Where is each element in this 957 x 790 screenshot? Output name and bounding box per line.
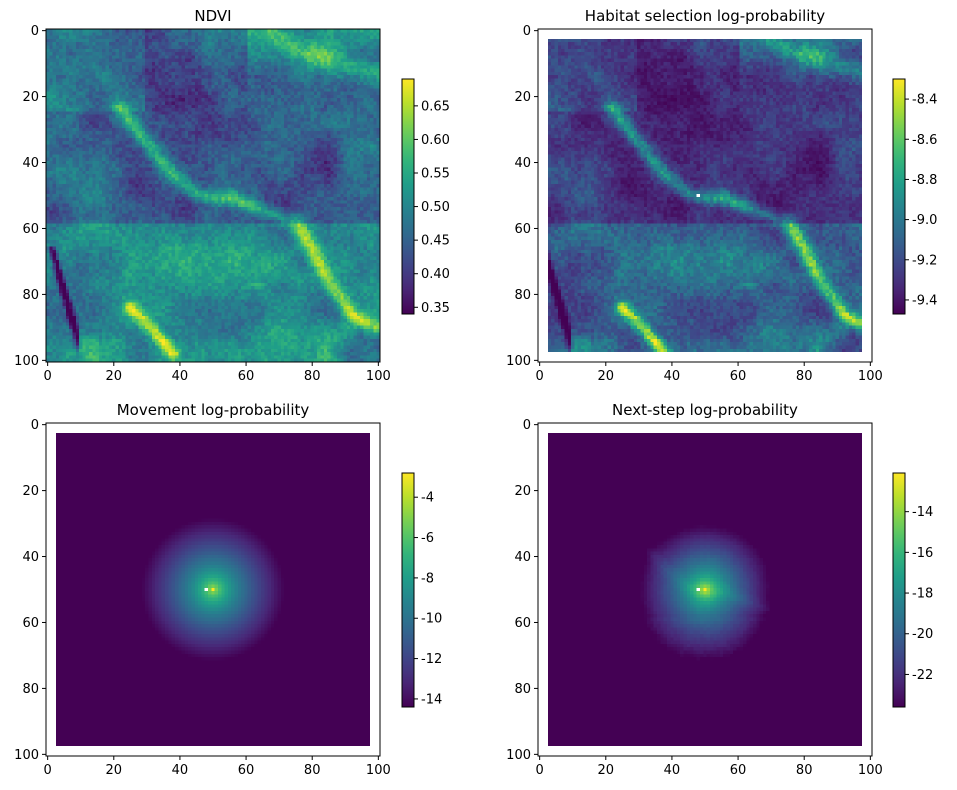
x-tick-label: 0 xyxy=(44,369,52,384)
y-tick-label: 0 xyxy=(31,24,39,39)
colorbar-tick-label: -20 xyxy=(912,627,933,642)
colorbar-tick-label: 0.35 xyxy=(421,301,450,316)
x-tick-label: 80 xyxy=(796,369,813,384)
x-tick-label: 20 xyxy=(598,369,615,384)
x-tick-label: 60 xyxy=(238,763,255,778)
x-tick-label: 80 xyxy=(304,763,321,778)
y-tick-label: 60 xyxy=(514,222,531,237)
panel-2: Habitat selection log-probability 0 20 40 60… xyxy=(506,7,937,384)
colorbar-tick-label: 0.50 xyxy=(421,200,450,215)
x-tick-label: 60 xyxy=(730,369,747,384)
axes-frame xyxy=(537,422,873,757)
x-tick-label: 100 xyxy=(858,369,883,384)
colorbar-tick-label: 0.65 xyxy=(421,99,450,114)
panel-1: NDVI 0 20 40 60 80 100 0 20 40 60 80 100 0.35 0.40 0.45… xyxy=(14,7,450,384)
x-tick-label: 60 xyxy=(730,763,747,778)
colorbar xyxy=(402,473,414,707)
x-tick-label: 40 xyxy=(664,369,681,384)
y-tick-label: 20 xyxy=(22,484,39,499)
x-tick-label: 100 xyxy=(858,763,883,778)
colorbar-tick-label: 0.55 xyxy=(421,167,450,182)
panel-4: Next-step log-probability 0 20 40 60 80 100 0 20… xyxy=(506,401,933,778)
y-tick-label: 100 xyxy=(14,748,39,763)
y-tick-label: 80 xyxy=(22,288,39,303)
colorbar-tick-label: -9.2 xyxy=(912,253,937,268)
y-tick-label: 80 xyxy=(22,682,39,697)
heatmap-image xyxy=(538,423,872,756)
y-tick-label: 20 xyxy=(514,90,531,105)
heatmap-image xyxy=(538,29,872,362)
colorbar-tick-label: -12 xyxy=(421,652,442,667)
colorbar xyxy=(402,79,414,314)
colorbar-tick-label: -8.8 xyxy=(912,173,937,188)
x-tick-label: 0 xyxy=(44,763,52,778)
y-tick-label: 100 xyxy=(506,748,531,763)
x-tick-label: 20 xyxy=(598,763,615,778)
colorbar-tick-label: -9.4 xyxy=(912,293,937,308)
y-tick-label: 40 xyxy=(22,550,39,565)
colorbar xyxy=(893,79,905,314)
y-tick-label: 0 xyxy=(523,418,531,433)
colorbar-tick-label: -8.4 xyxy=(912,93,937,108)
colorbar-tick-label: -22 xyxy=(912,668,933,683)
panel-title: NDVI xyxy=(194,7,231,25)
panel-title: Next-step log-probability xyxy=(612,401,798,419)
colorbar-tick-label: -4 xyxy=(421,491,434,506)
y-tick-label: 60 xyxy=(514,616,531,631)
colorbar-tick-label: -16 xyxy=(912,546,933,561)
y-tick-label: 60 xyxy=(22,616,39,631)
colorbar-frame xyxy=(401,78,415,315)
colorbar-frame xyxy=(892,78,906,315)
x-tick-label: 60 xyxy=(238,369,255,384)
x-tick-label: 40 xyxy=(664,763,681,778)
panel-title: Habitat selection log-probability xyxy=(585,7,826,25)
axes-frame xyxy=(45,28,381,363)
y-tick-label: 20 xyxy=(514,484,531,499)
x-tick-label: 20 xyxy=(106,763,123,778)
x-tick-label: 0 xyxy=(536,763,544,778)
colorbar xyxy=(893,473,905,707)
x-tick-label: 40 xyxy=(172,369,189,384)
panel-title: Movement log-probability xyxy=(117,401,310,419)
colorbar-frame xyxy=(401,472,415,708)
heatmap-image xyxy=(46,423,380,756)
colorbar-tick-label: -6 xyxy=(421,531,434,546)
colorbar-tick-label: -18 xyxy=(912,587,933,602)
x-tick-label: 80 xyxy=(796,763,813,778)
x-tick-label: 0 xyxy=(536,369,544,384)
panel-3: Movement log-probability 0 20 40 60 80 100 0 20 4… xyxy=(14,401,442,778)
x-tick-label: 100 xyxy=(366,763,391,778)
y-tick-label: 60 xyxy=(22,222,39,237)
x-tick-label: 40 xyxy=(172,763,189,778)
y-tick-label: 80 xyxy=(514,288,531,303)
axes-frame xyxy=(537,28,873,363)
colorbar-tick-label: 0.45 xyxy=(421,234,450,249)
colorbar-tick-label: -8.6 xyxy=(912,133,937,148)
colorbar-frame xyxy=(892,472,906,708)
colorbar-tick-label: 0.60 xyxy=(421,133,450,148)
colorbar-tick-label: -14 xyxy=(421,692,442,707)
y-tick-label: 80 xyxy=(514,682,531,697)
x-tick-label: 20 xyxy=(106,369,123,384)
colorbar-tick-label: 0.40 xyxy=(421,267,450,282)
colorbar-tick-label: -10 xyxy=(421,612,442,627)
colorbar-tick-label: -14 xyxy=(912,505,933,520)
y-tick-label: 0 xyxy=(523,24,531,39)
y-tick-label: 40 xyxy=(514,550,531,565)
axes-frame xyxy=(45,422,381,757)
y-tick-label: 40 xyxy=(22,156,39,171)
heatmap-image xyxy=(46,29,380,362)
y-tick-label: 100 xyxy=(14,354,39,369)
y-tick-label: 20 xyxy=(22,90,39,105)
colorbar-tick-label: -8 xyxy=(421,571,434,586)
colorbar-tick-label: -9.0 xyxy=(912,213,937,228)
x-tick-label: 100 xyxy=(366,369,391,384)
y-tick-label: 40 xyxy=(514,156,531,171)
y-tick-label: 100 xyxy=(506,354,531,369)
x-tick-label: 80 xyxy=(304,369,321,384)
y-tick-label: 0 xyxy=(31,418,39,433)
